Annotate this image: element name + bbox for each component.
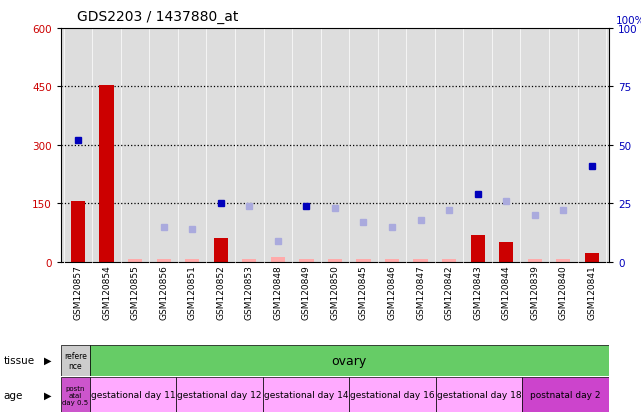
Text: GSM120849: GSM120849 — [302, 265, 311, 319]
Text: GSM120843: GSM120843 — [473, 265, 482, 319]
Bar — [90, 377, 176, 412]
Text: GSM120847: GSM120847 — [416, 265, 425, 319]
Text: GSM120856: GSM120856 — [159, 265, 168, 319]
Text: 100%: 100% — [616, 16, 641, 26]
Text: gestational day 12: gestational day 12 — [178, 390, 262, 399]
Text: refere
nce: refere nce — [64, 351, 87, 370]
Bar — [128, 259, 142, 262]
Text: GSM120851: GSM120851 — [188, 265, 197, 319]
Bar — [356, 259, 370, 262]
Bar — [413, 259, 428, 262]
Bar — [299, 259, 313, 262]
Text: GSM120857: GSM120857 — [74, 265, 83, 319]
Bar — [61, 377, 90, 412]
Text: ▶: ▶ — [44, 355, 51, 366]
Bar — [528, 259, 542, 262]
Text: tissue: tissue — [3, 355, 35, 366]
Text: gestational day 16: gestational day 16 — [350, 390, 435, 399]
Bar — [156, 259, 171, 262]
Text: GSM120842: GSM120842 — [445, 265, 454, 319]
Bar — [242, 259, 256, 262]
Text: postnatal day 2: postnatal day 2 — [531, 390, 601, 399]
Text: GSM120855: GSM120855 — [131, 265, 140, 319]
Bar — [99, 85, 113, 262]
Text: ▶: ▶ — [44, 389, 51, 400]
Bar — [522, 377, 609, 412]
Bar — [176, 377, 263, 412]
Text: GSM120854: GSM120854 — [102, 265, 111, 319]
Bar — [263, 377, 349, 412]
Bar — [185, 259, 199, 262]
Text: gestational day 14: gestational day 14 — [264, 390, 348, 399]
Text: ovary: ovary — [332, 354, 367, 367]
Bar — [385, 259, 399, 262]
Text: GSM120846: GSM120846 — [388, 265, 397, 319]
Bar — [470, 235, 485, 262]
Bar — [71, 202, 85, 262]
Bar — [213, 239, 228, 262]
Text: GSM120852: GSM120852 — [216, 265, 225, 319]
Bar — [328, 259, 342, 262]
Text: GSM120848: GSM120848 — [273, 265, 282, 319]
Bar — [436, 377, 522, 412]
Text: age: age — [3, 389, 22, 400]
Text: GDS2203 / 1437880_at: GDS2203 / 1437880_at — [77, 10, 238, 24]
Text: GSM120840: GSM120840 — [559, 265, 568, 319]
Bar — [349, 377, 436, 412]
Text: postn
atal
day 0.5: postn atal day 0.5 — [62, 385, 88, 405]
Text: GSM120841: GSM120841 — [587, 265, 596, 319]
Bar — [499, 243, 513, 262]
Bar — [556, 259, 570, 262]
Text: gestational day 11: gestational day 11 — [90, 390, 176, 399]
Text: GSM120853: GSM120853 — [245, 265, 254, 319]
Bar — [442, 259, 456, 262]
Bar — [271, 258, 285, 262]
Text: GSM120850: GSM120850 — [330, 265, 340, 319]
Text: gestational day 18: gestational day 18 — [437, 390, 522, 399]
Text: GSM120844: GSM120844 — [502, 265, 511, 319]
Bar — [585, 254, 599, 262]
Text: GSM120839: GSM120839 — [530, 265, 539, 319]
Bar — [61, 345, 90, 376]
Text: GSM120845: GSM120845 — [359, 265, 368, 319]
